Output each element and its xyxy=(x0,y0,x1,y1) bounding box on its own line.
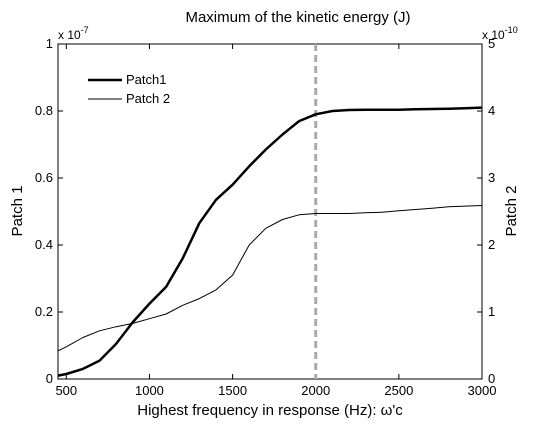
y-right-tick-label: 3 xyxy=(488,170,495,185)
y-right-tick-label: 2 xyxy=(488,237,495,252)
legend: Patch1 Patch 2 xyxy=(88,72,170,106)
y-right-axis-ticks: 0 1 2 3 4 5 xyxy=(477,36,495,386)
legend-label-patch1: Patch1 xyxy=(126,72,166,87)
y-left-tick-label: 0.6 xyxy=(35,170,53,185)
y-right-tick-label: 4 xyxy=(488,103,495,118)
y-left-tick-label: 0.2 xyxy=(35,304,53,319)
y-left-tick-label: 0.4 xyxy=(35,237,53,252)
y-right-multiplier: x 10-10 xyxy=(482,25,518,42)
chart-title: Maximum of the kinetic energy (J) xyxy=(185,9,410,26)
x-tick-label: 1000 xyxy=(135,383,164,398)
y-right-tick-label: 0 xyxy=(488,371,495,386)
x-axis-ticks: 500 1000 1500 2000 2500 3000 xyxy=(55,44,496,398)
x-tick-label: 3000 xyxy=(468,383,497,398)
y-left-multiplier-mantissa: x 10 xyxy=(58,28,81,42)
series-line-patch1 xyxy=(57,106,483,377)
x-tick-label: 500 xyxy=(55,383,77,398)
x-tick-label: 2000 xyxy=(301,383,330,398)
plot-frame xyxy=(57,43,483,380)
y-left-multiplier-exponent: -7 xyxy=(81,25,89,35)
y-left-multiplier: x 10-7 xyxy=(58,25,89,42)
y-right-tick-label: 5 xyxy=(488,36,495,51)
y-left-axis-label: Patch 1 xyxy=(9,186,26,237)
x-tick-label: 2500 xyxy=(384,383,413,398)
y-left-tick-label: 0 xyxy=(46,371,53,386)
y-right-multiplier-mantissa: x 10 xyxy=(482,28,505,42)
legend-label-patch2: Patch 2 xyxy=(126,91,170,106)
y-left-tick-label: 1 xyxy=(46,36,53,51)
x-tick-label: 1500 xyxy=(218,383,247,398)
y-right-multiplier-exponent: -10 xyxy=(505,25,518,35)
x-axis-label: Highest frequency in response (Hz): ω'c xyxy=(137,402,403,419)
y-right-axis-label: Patch 2 xyxy=(503,186,520,237)
y-left-tick-label: 0.8 xyxy=(35,103,53,118)
series-line-patch2 xyxy=(57,205,483,352)
y-left-axis-ticks: 0 0.2 0.4 0.6 0.8 1 xyxy=(35,36,63,386)
y-right-tick-label: 1 xyxy=(488,304,495,319)
